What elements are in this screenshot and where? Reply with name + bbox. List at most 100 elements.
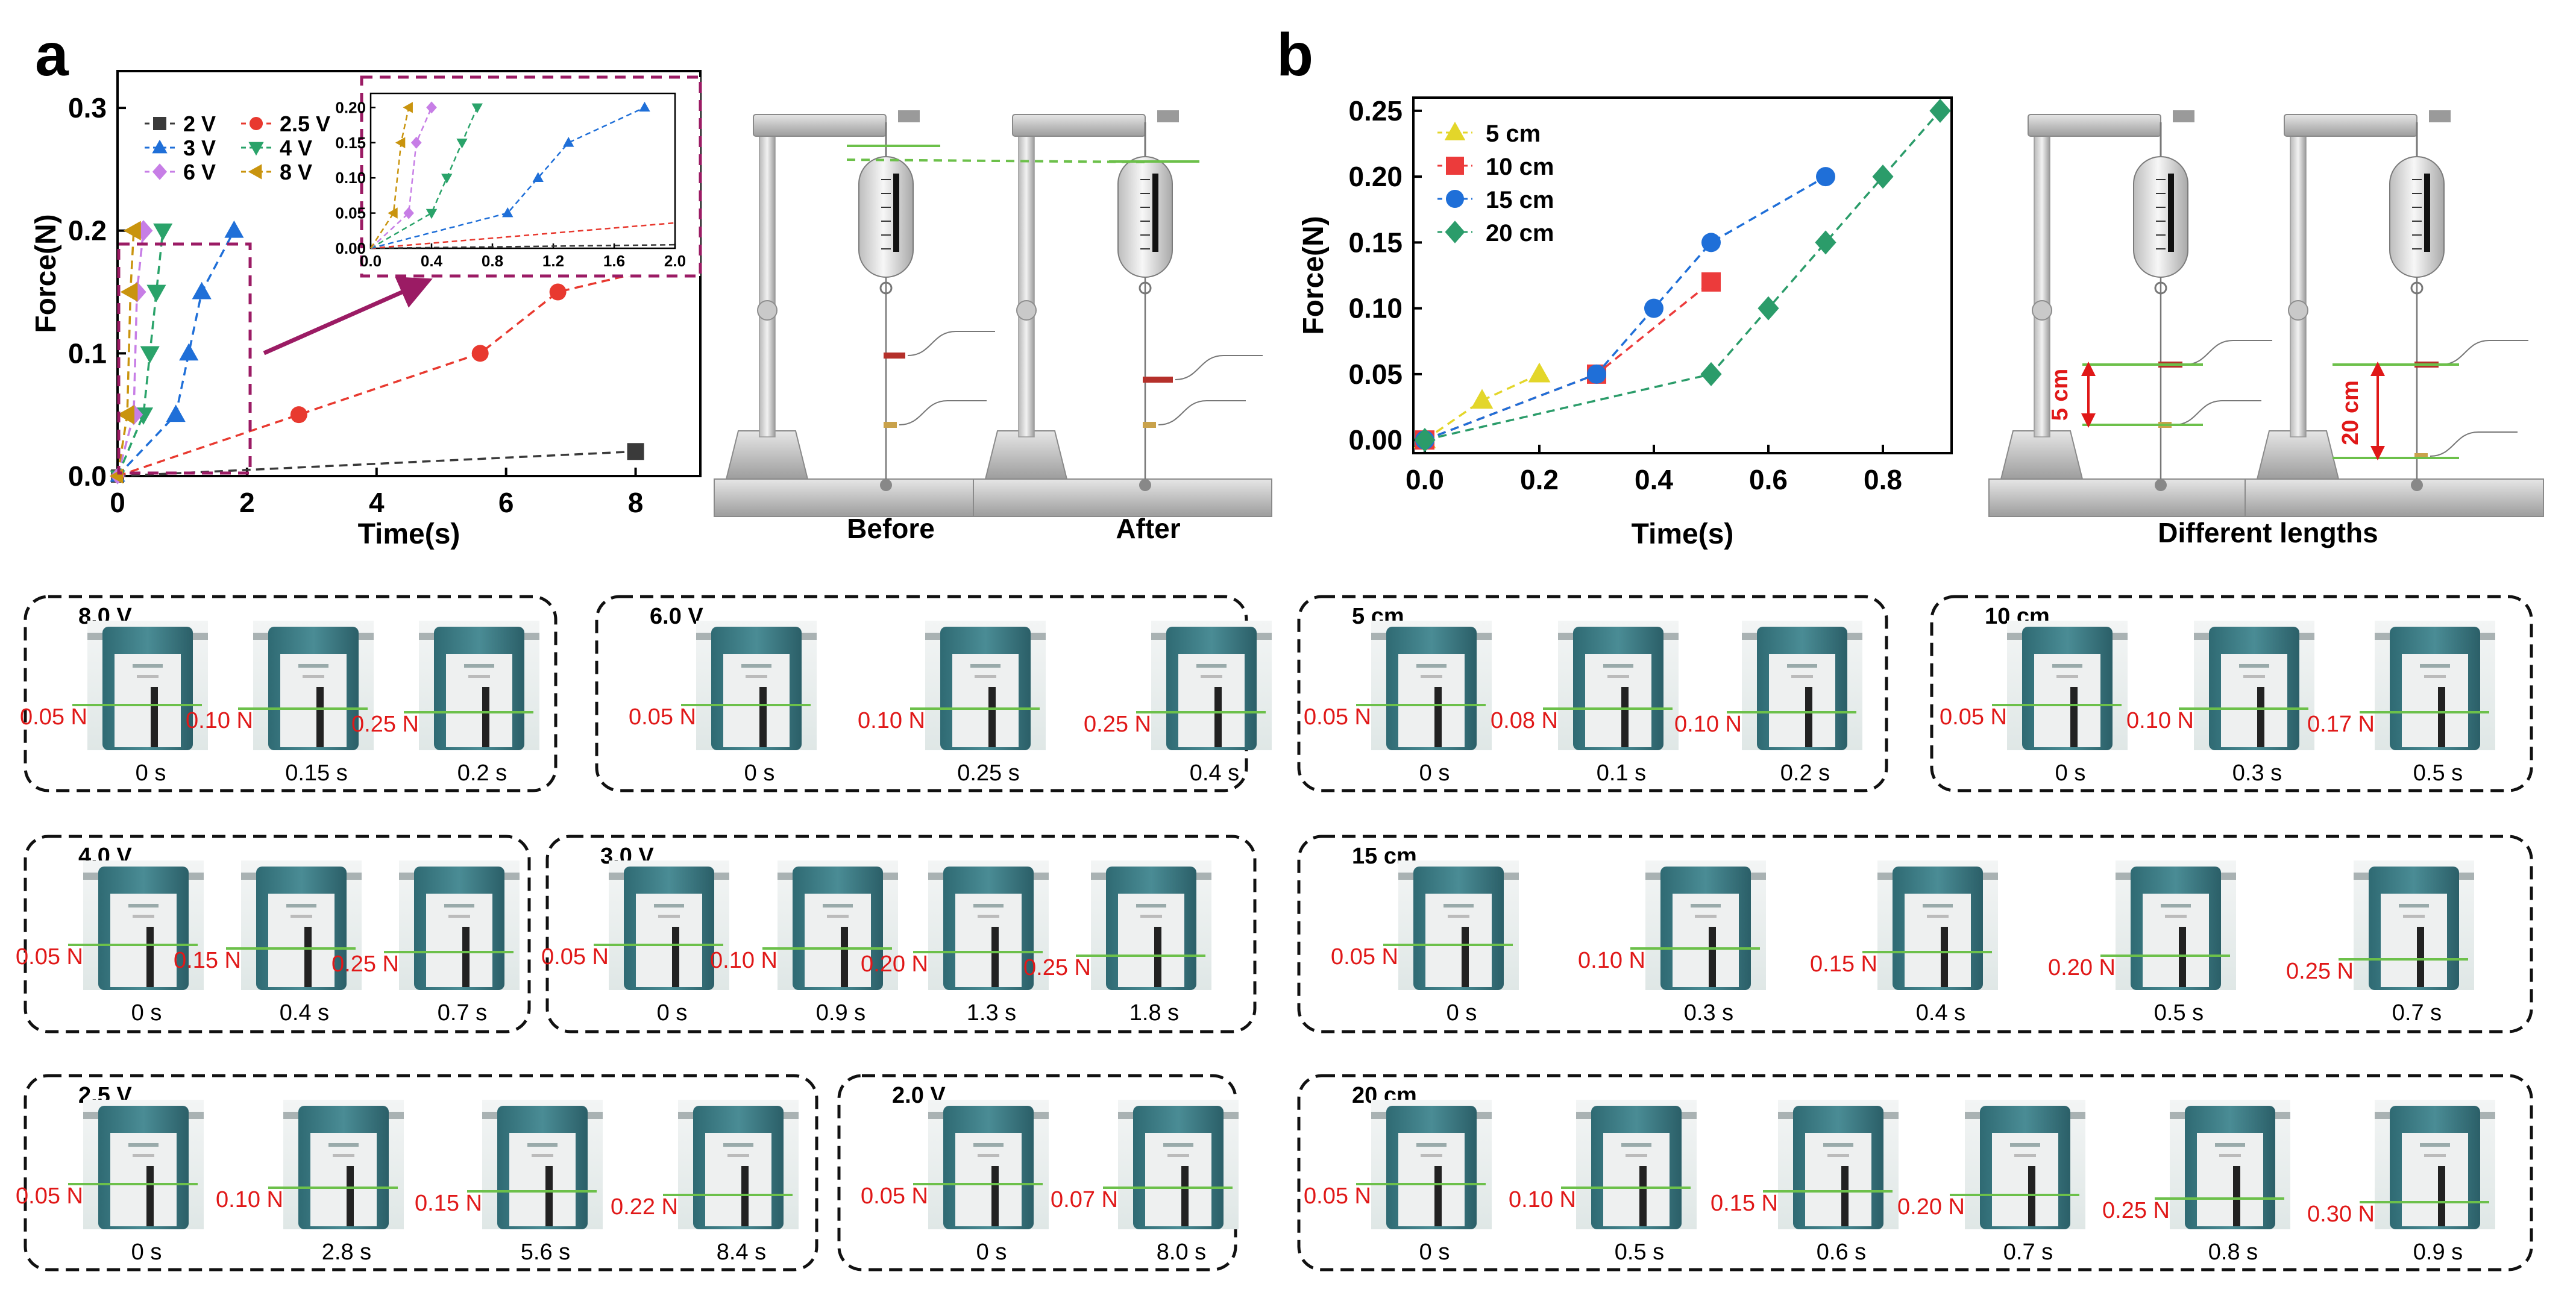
- data-point: [153, 223, 173, 241]
- gauge-face: [1398, 1133, 1465, 1226]
- spring-scale: [1117, 156, 1173, 278]
- legend-marker: [1446, 157, 1464, 175]
- stand-arm: [1012, 114, 1146, 137]
- time-label: 0.6 s: [1817, 1240, 1866, 1265]
- gauge-bar: [1805, 687, 1812, 747]
- data-point: [1701, 233, 1721, 252]
- inset-x-tick-label: 2.0: [664, 252, 686, 270]
- force-label: 0.22 N: [611, 1194, 678, 1220]
- data-point: [192, 281, 212, 299]
- y-tick-label: 0.2: [68, 215, 107, 246]
- stand-foot: [984, 430, 1068, 480]
- gauge-bar: [841, 927, 848, 987]
- stand-knob: [2288, 300, 2308, 321]
- time-label: 0.9 s: [816, 1000, 865, 1026]
- data-point: [140, 346, 160, 364]
- gauge-face: [2381, 894, 2447, 987]
- data-point: [134, 220, 153, 242]
- time-label: 8.0 s: [1157, 1240, 1206, 1265]
- legend-marker: [248, 142, 264, 156]
- data-point: [224, 220, 244, 238]
- gauge-text-line: [1695, 915, 1717, 918]
- time-label: 0 s: [136, 760, 166, 786]
- gauge-text-line: [448, 915, 470, 918]
- time-label: 0.2 s: [457, 760, 507, 786]
- gauge-text-line: [444, 904, 474, 908]
- gauge-text-line: [1421, 675, 1442, 678]
- y-tick-label: 0.05: [1348, 359, 1403, 390]
- gauge-text-line: [1791, 675, 1813, 678]
- data-point: [1414, 428, 1436, 453]
- gauge-text-line: [2010, 1143, 2040, 1147]
- inset-x-tick-label: 0.0: [360, 252, 382, 270]
- y-axis-label: Force(N): [1298, 216, 1330, 334]
- force-label: 0.20 N: [2048, 955, 2116, 980]
- gauge-text-line: [1621, 1143, 1651, 1147]
- anchor: [1139, 479, 1151, 491]
- photo-groups: 8.0 V0.05 N0 s0.10 N0.15 s0.25 N0.2 s6.0…: [16, 595, 2533, 1271]
- x-axis-label: Time(s): [358, 518, 460, 550]
- force-label: 0.10 N: [1674, 712, 1742, 737]
- actuator-clamp: [1143, 422, 1156, 428]
- gauge-text-line: [1201, 675, 1222, 678]
- force-label: 0.10 N: [1509, 1187, 1576, 1212]
- time-label: 0 s: [131, 1240, 162, 1265]
- wire: [2440, 340, 2528, 365]
- gauge-text-line: [291, 915, 312, 918]
- photo-group: 5 cm0.05 N0 s0.08 N0.1 s0.10 N0.2 s: [1297, 595, 1888, 792]
- gauge-text-line: [1163, 1143, 1193, 1147]
- group-frame: [1297, 1074, 2533, 1271]
- force-label: 0.05 N: [541, 944, 609, 970]
- gauge-text-line: [1140, 915, 1162, 918]
- gauge-text-line: [1416, 664, 1447, 668]
- gauge-bar: [146, 927, 154, 987]
- legend-marker: [1445, 221, 1465, 243]
- time-label: 0.7 s: [2003, 1240, 2053, 1265]
- inset-x-tick-label: 1.6: [603, 252, 625, 270]
- gauge-face: [805, 894, 871, 987]
- inset-data-point: [456, 138, 468, 149]
- gauge-text-line: [2399, 904, 2429, 908]
- stand-foot: [725, 430, 809, 480]
- y-tick-label: 0.1: [68, 337, 107, 369]
- stand-foot: [2256, 430, 2340, 480]
- anchor: [2155, 479, 2167, 491]
- time-label: 0.5 s: [1615, 1240, 1664, 1265]
- gauge-text-line: [2239, 664, 2269, 668]
- gauge-face: [426, 894, 492, 987]
- gauge-bar: [304, 927, 312, 987]
- stand-hook-block: [1157, 110, 1179, 122]
- inset-y-tick-label: 0.15: [335, 134, 366, 152]
- legend-label: 15 cm: [1486, 187, 1554, 213]
- data-point: [146, 284, 166, 303]
- gauge-text-line: [1626, 1154, 1647, 1157]
- gauge-text-line: [823, 904, 853, 908]
- inset-data-point: [441, 174, 453, 184]
- force-label: 0.20 N: [1897, 1194, 1965, 1220]
- gauge-bar: [1462, 927, 1469, 987]
- gauge-bar: [1841, 1166, 1849, 1226]
- gauge-face: [1603, 1133, 1670, 1226]
- x-tick-label: 0.4: [1635, 464, 1673, 495]
- gauge-text-line: [1196, 664, 1227, 668]
- force-label: 0.10 N: [710, 948, 778, 973]
- stand-base: [714, 478, 1013, 517]
- gauge-text-line: [658, 915, 680, 918]
- gauge-text-line: [2219, 1154, 2241, 1157]
- inset-y-tick-label: 0.20: [335, 98, 366, 116]
- gauge-bar: [2417, 927, 2424, 987]
- gauge-face: [636, 894, 702, 987]
- gauge-text-line: [827, 915, 849, 918]
- inset-series-line: [370, 107, 646, 249]
- scale-bar: [1152, 174, 1158, 252]
- time-label: 0 s: [976, 1240, 1007, 1265]
- gauge-text-line: [2215, 1143, 2245, 1147]
- time-label: 0 s: [657, 1000, 688, 1026]
- gauge-face: [1585, 654, 1651, 747]
- gauge-text-line: [1448, 915, 1469, 918]
- x-tick-label: 8: [628, 487, 644, 518]
- gauge-face: [2402, 1133, 2468, 1226]
- gauge-face: [955, 894, 1022, 987]
- data-point: [1471, 389, 1494, 409]
- gauge-face: [2402, 654, 2468, 747]
